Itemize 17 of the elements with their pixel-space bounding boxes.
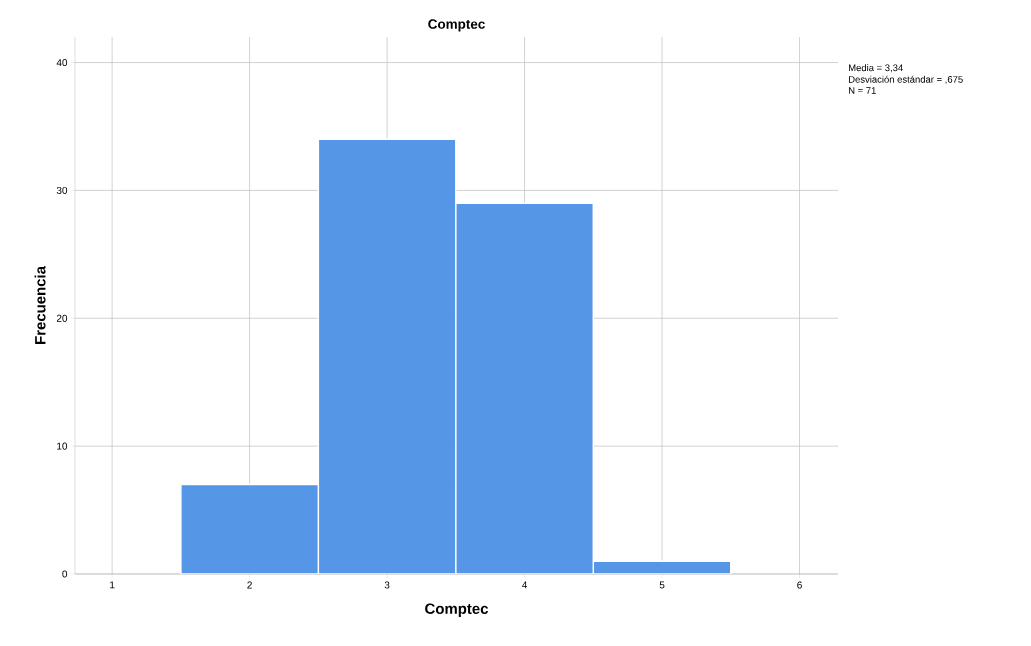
- y-tick-label: 20: [56, 314, 68, 322]
- y-axis-title: Frecuencia: [34, 265, 46, 344]
- x-tick-label: 3: [384, 581, 390, 589]
- x-axis-title: Comptec: [425, 603, 489, 617]
- y-tick-label: 10: [57, 442, 68, 450]
- text: Media = 3,34: [848, 64, 903, 73]
- x-tick-label: 6: [797, 581, 802, 589]
- chart-title: Comptec: [428, 19, 485, 32]
- x-tick-label: 2: [247, 581, 252, 589]
- y-tick-label: 0: [62, 570, 68, 578]
- y-tick-label: 40: [56, 59, 68, 67]
- y-tick-label: 30: [56, 186, 68, 194]
- x-tick-label: 4: [522, 581, 528, 589]
- text: Desviación estándar = ,675: [848, 75, 963, 84]
- text: N = 71: [848, 87, 876, 94]
- x-tick-label: 5: [659, 581, 665, 589]
- x-tick-label: 1: [110, 581, 115, 589]
